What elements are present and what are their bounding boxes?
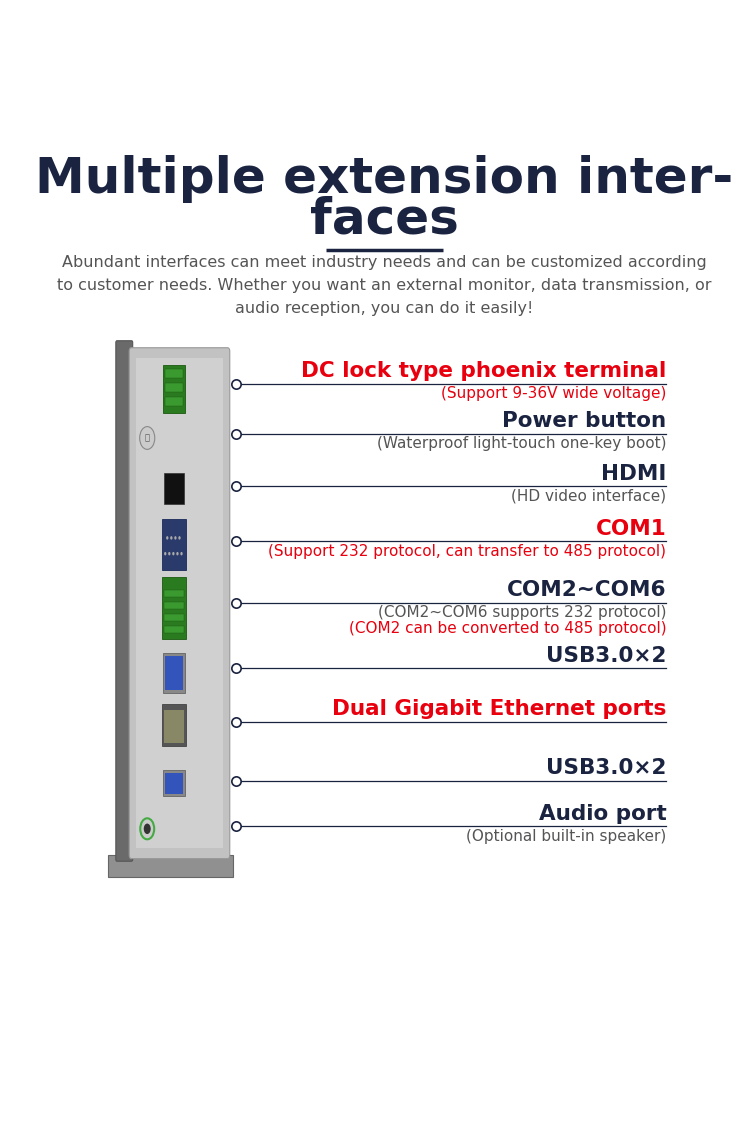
Text: (Waterproof light-touch one-key boot): (Waterproof light-touch one-key boot) xyxy=(376,436,666,452)
Text: USB3.0×2: USB3.0×2 xyxy=(546,758,666,778)
Text: ⏻: ⏻ xyxy=(145,434,150,443)
Bar xyxy=(164,473,184,504)
Point xyxy=(230,374,242,393)
Text: (COM2~COM6 supports 232 protocol): (COM2~COM6 supports 232 protocol) xyxy=(378,605,666,620)
Text: DC lock type phoenix terminal: DC lock type phoenix terminal xyxy=(301,361,666,381)
Point xyxy=(230,594,242,612)
Circle shape xyxy=(140,427,154,450)
Text: COM1: COM1 xyxy=(596,519,666,538)
Point xyxy=(230,533,242,551)
Bar xyxy=(165,369,183,378)
Point xyxy=(230,712,242,731)
Circle shape xyxy=(144,824,151,834)
FancyBboxPatch shape xyxy=(116,340,133,861)
Circle shape xyxy=(164,552,166,555)
Bar xyxy=(163,653,185,693)
Bar xyxy=(163,770,185,797)
Text: (Support 9-36V wide voltage): (Support 9-36V wide voltage) xyxy=(441,386,666,402)
Text: (Optional built-in speaker): (Optional built-in speaker) xyxy=(466,828,666,843)
Bar xyxy=(165,773,183,794)
Bar xyxy=(163,365,185,413)
Circle shape xyxy=(172,552,175,555)
Text: Multiple extension inter-: Multiple extension inter- xyxy=(35,155,734,203)
Text: Dual Gigabit Ethernet ports: Dual Gigabit Ethernet ports xyxy=(332,699,666,719)
Bar xyxy=(164,710,184,743)
Text: USB3.0×2: USB3.0×2 xyxy=(546,646,666,666)
Circle shape xyxy=(140,818,154,840)
Circle shape xyxy=(166,536,169,539)
Circle shape xyxy=(168,552,170,555)
Point xyxy=(230,659,242,677)
Bar xyxy=(164,626,184,634)
Bar xyxy=(162,519,185,570)
Text: Audio port: Audio port xyxy=(538,803,666,824)
Circle shape xyxy=(176,552,178,555)
Bar xyxy=(162,704,185,747)
Point xyxy=(230,477,242,495)
Bar xyxy=(165,655,183,690)
Bar xyxy=(108,855,233,877)
Bar xyxy=(164,602,184,609)
Circle shape xyxy=(180,552,183,555)
Circle shape xyxy=(170,536,172,539)
Bar xyxy=(165,397,183,406)
Text: faces: faces xyxy=(310,196,459,244)
Text: Power button: Power button xyxy=(503,411,666,431)
Point xyxy=(230,817,242,835)
Text: HDMI: HDMI xyxy=(601,463,666,484)
Bar xyxy=(136,358,223,848)
FancyBboxPatch shape xyxy=(129,348,230,858)
Bar xyxy=(162,577,185,638)
Point xyxy=(230,424,242,443)
Circle shape xyxy=(174,536,176,539)
Circle shape xyxy=(178,536,181,539)
Text: Abundant interfaces can meet industry needs and can be customized according
to c: Abundant interfaces can meet industry ne… xyxy=(57,255,712,316)
Text: (COM2 can be converted to 485 protocol): (COM2 can be converted to 485 protocol) xyxy=(349,621,666,636)
Text: COM2~COM6: COM2~COM6 xyxy=(507,580,666,600)
Text: (HD video interface): (HD video interface) xyxy=(512,489,666,504)
Point xyxy=(230,772,242,790)
Bar xyxy=(164,589,184,596)
Text: (Support 232 protocol, can transfer to 485 protocol): (Support 232 protocol, can transfer to 4… xyxy=(268,544,666,559)
Bar xyxy=(164,615,184,621)
Bar xyxy=(165,384,183,391)
